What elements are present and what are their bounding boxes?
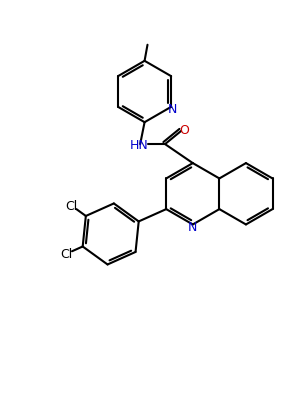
Text: N: N: [188, 221, 197, 234]
Text: Cl: Cl: [60, 248, 72, 261]
Text: Cl: Cl: [65, 199, 77, 212]
Text: O: O: [180, 124, 190, 137]
Text: HN: HN: [130, 138, 148, 151]
Text: N: N: [168, 103, 177, 115]
